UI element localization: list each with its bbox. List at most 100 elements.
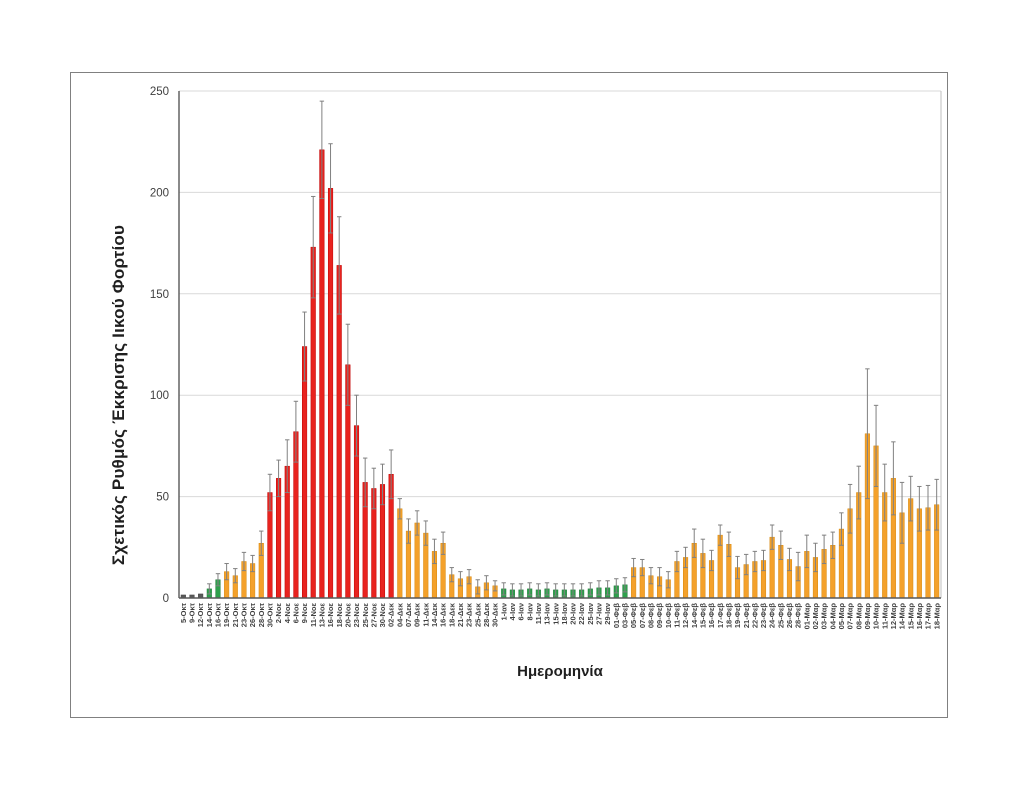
x-tick-label: 23-Νοε	[352, 603, 361, 628]
x-tick-label: 14-Μαρ	[898, 603, 907, 630]
x-tick-label: 11-Μαρ	[880, 603, 889, 629]
x-tick-label: 25-Νοε	[361, 603, 370, 628]
x-tick-label: 30-Νοε	[378, 603, 387, 628]
x-tick-label: 4-Ιαν	[508, 603, 517, 621]
x-tick-label: 02-Δεκ	[387, 602, 396, 627]
x-tick-label: 01-Μαρ	[802, 603, 811, 630]
x-tick-label: 13-Νοε	[317, 603, 326, 628]
x-tick-label: 08-Μαρ	[854, 603, 863, 630]
x-tick-label: 6-Ιαν	[517, 603, 526, 621]
bar	[397, 508, 403, 599]
x-tick-label: 9-Οκτ	[188, 602, 197, 623]
x-tick-label: 21-Δεκ	[456, 602, 465, 627]
x-tick-label: 18-Ιαν	[560, 603, 569, 625]
x-tick-label: 18-Μαρ	[932, 603, 941, 630]
x-tick-label: 20-Ιαν	[569, 603, 578, 625]
y-tick-label: 100	[150, 390, 169, 402]
x-tick-label: 9-Νοε	[300, 603, 309, 624]
x-tick-label: 28-Δεκ	[482, 602, 491, 627]
x-tick-label: 16-Νοε	[326, 603, 335, 628]
y-tick-label: 250	[150, 86, 169, 98]
x-tick-label: 14-Οκτ	[205, 602, 214, 627]
x-tick-label: 09-Μαρ	[863, 603, 872, 630]
x-tick-label: 07-Μαρ	[846, 603, 855, 630]
x-tick-label: 12-Μαρ	[889, 603, 898, 630]
x-tick-label: 11-Ιαν	[534, 603, 543, 624]
x-tick-label: 03-Φεβ	[621, 603, 630, 629]
x-tick-label: 24-Φεβ	[768, 603, 777, 629]
bar	[336, 265, 342, 599]
x-tick-label: 17-Μαρ	[924, 603, 933, 630]
x-tick-label: 25-Δεκ	[473, 602, 482, 627]
x-tick-label: 09-Φεβ	[655, 603, 664, 629]
x-tick-label: 23-Δεκ	[465, 602, 474, 627]
bar	[310, 246, 316, 599]
x-tick-label: 28-Οκτ	[257, 602, 266, 627]
x-tick-label: 30-Οκτ	[266, 602, 275, 627]
y-tick-label: 200	[150, 187, 169, 199]
x-tick-label: 14-Φεβ	[690, 603, 699, 629]
x-tick-label: 16-Οκτ	[214, 602, 223, 627]
x-tick-label: 18-Φεβ	[724, 603, 733, 629]
x-tick-label: 18-Δεκ	[447, 602, 456, 627]
x-tick-label: 07-Φεβ	[638, 603, 647, 629]
x-tick-label: 27-Ιαν	[595, 603, 604, 625]
x-tick-label: 04-Μαρ	[828, 603, 837, 630]
x-tick-label: 08-Φεβ	[647, 603, 656, 629]
x-tick-label: 10-Μαρ	[872, 603, 881, 630]
bar	[327, 188, 334, 599]
x-tick-label: 26-Οκτ	[248, 602, 257, 627]
x-tick-label: 16-Φεβ	[707, 603, 716, 629]
x-tick-label: 17-Φεβ	[716, 603, 725, 629]
x-tick-label: 05-Φεβ	[629, 603, 638, 629]
x-tick-label: 11-Δεκ	[421, 602, 430, 626]
x-tick-label: 14-Δεκ	[430, 602, 439, 627]
bar	[319, 149, 325, 599]
x-tick-label: 4-Νοε	[283, 603, 292, 624]
x-tick-label: 18-Νοε	[335, 603, 344, 628]
x-tick-label: 25-Φεβ	[776, 603, 785, 629]
x-tick-label: 23-Φεβ	[759, 603, 768, 629]
x-tick-label: 04-Δεκ	[395, 602, 404, 627]
x-tick-label: 15-Μαρ	[906, 603, 915, 630]
x-tick-label: 6-Νοε	[291, 603, 300, 624]
bar	[302, 346, 308, 599]
x-tick-label: 21-Οκτ	[231, 602, 240, 627]
x-tick-label: 30-Δεκ	[491, 602, 500, 627]
x-tick-label: 01-Φεβ	[612, 603, 621, 629]
chart-figure: Σχετικός Ρυθμός Έκκρισης Ιικού Φορτίου 0…	[70, 72, 948, 718]
x-tick-label: 19-Φεβ	[733, 603, 742, 629]
x-tick-label: 2-Νοε	[274, 603, 283, 624]
x-tick-label: 03-Μαρ	[820, 603, 829, 630]
x-tick-label: 29-Ιαν	[603, 603, 612, 625]
x-tick-label: 19-Οκτ	[222, 602, 231, 627]
x-tick-label: 20-Νοε	[343, 603, 352, 628]
x-tick-label: 22-Φεβ	[750, 603, 759, 629]
x-tick-label: 07-Δεκ	[404, 602, 413, 627]
x-tick-label: 28-Φεβ	[794, 603, 803, 629]
x-tick-label: 21-Φεβ	[742, 603, 751, 629]
x-tick-label: 12-Οκτ	[196, 602, 205, 627]
y-tick-label: 0	[163, 593, 169, 605]
x-tick-label: 23-Οκτ	[240, 602, 249, 627]
x-tick-label: 25-Ιαν	[586, 603, 595, 625]
x-tick-label: 15-Φεβ	[698, 603, 707, 629]
x-tick-label: 11-Φεβ	[672, 603, 681, 628]
x-tick-label: 26-Φεβ	[785, 603, 794, 629]
x-axis-title: Ημερομηνία	[517, 663, 603, 680]
x-tick-label: 12-Φεβ	[681, 603, 690, 629]
x-tick-label: 1-Ιαν	[499, 603, 508, 621]
x-tick-label: 15-Ιαν	[551, 603, 560, 625]
x-tick-label: 5-Οκτ	[179, 602, 188, 623]
x-tick-label: 11-Νοε	[309, 603, 318, 627]
x-tick-label: 02-Μαρ	[811, 603, 820, 630]
x-tick-label: 16-Μαρ	[915, 603, 924, 630]
y-tick-label: 150	[150, 289, 169, 301]
x-tick-label: 05-Μαρ	[837, 603, 846, 630]
x-tick-label: 13-Ιαν	[543, 603, 552, 625]
x-tick-label: 10-Φεβ	[664, 603, 673, 629]
y-tick-label: 50	[156, 492, 169, 504]
x-tick-label: 22-Ιαν	[577, 603, 586, 625]
